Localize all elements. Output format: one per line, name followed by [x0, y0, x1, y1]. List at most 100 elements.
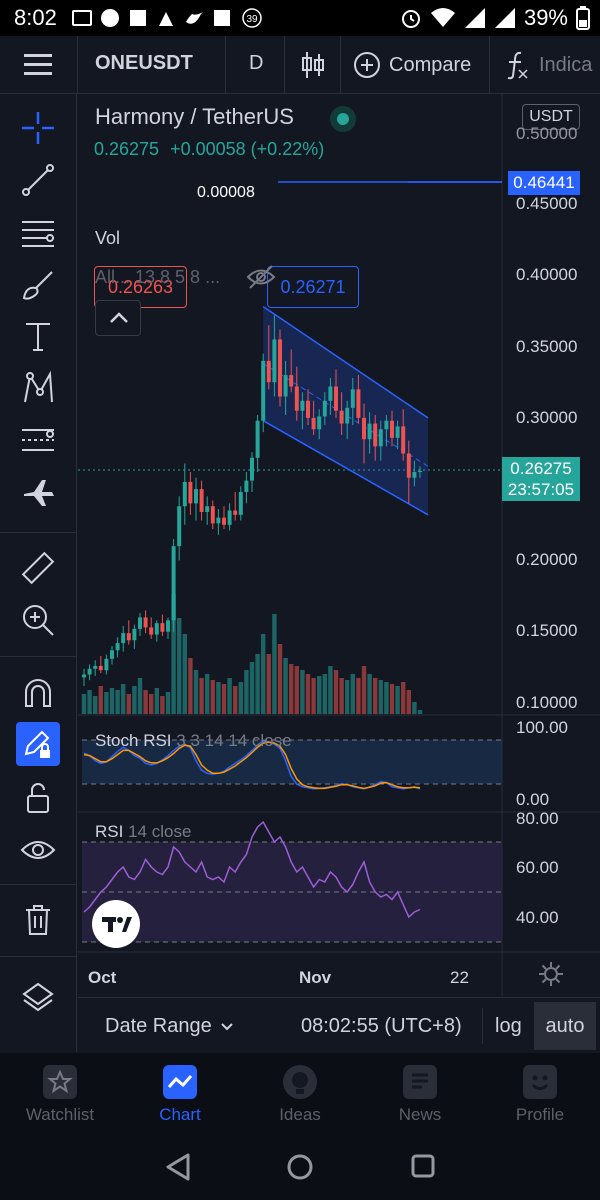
- volume-bar: [406, 690, 411, 714]
- current-price-value: 0.26275: [510, 459, 572, 478]
- nav-label: Ideas: [279, 1105, 321, 1124]
- candle-body: [205, 506, 210, 512]
- nav-chart[interactable]: Chart: [120, 1053, 240, 1135]
- nav-profile[interactable]: Profile: [480, 1053, 600, 1135]
- line-price-label: 0.46441: [508, 171, 580, 195]
- chevron-up-icon: [110, 312, 128, 323]
- candle-body: [121, 633, 126, 644]
- indicators-button[interactable]: Indica: [505, 50, 600, 80]
- fib-tool[interactable]: [12, 210, 64, 254]
- pattern-tool[interactable]: [12, 366, 64, 410]
- trend-line-tool[interactable]: [12, 158, 64, 202]
- price-tick: 0.15000: [516, 621, 578, 640]
- candle-body: [222, 517, 226, 525]
- prediction-tool[interactable]: [12, 418, 64, 462]
- home-icon[interactable]: [286, 1153, 314, 1181]
- notification-count: 39: [246, 14, 258, 25]
- news-icon: [403, 1065, 437, 1099]
- currency-label[interactable]: USDT: [522, 104, 580, 130]
- nav-news[interactable]: News: [360, 1053, 480, 1135]
- rsi-label: RSI: [95, 822, 124, 841]
- lock-tool[interactable]: [12, 776, 64, 820]
- tradingview-logo[interactable]: [92, 900, 140, 948]
- top-toolbar: ONEUSDT D Compare Indica: [0, 36, 600, 94]
- icons-tool[interactable]: [12, 470, 64, 514]
- volume-bar: [255, 654, 260, 714]
- volume-bar: [412, 702, 417, 714]
- volume-bar: [137, 678, 143, 714]
- star-icon: [43, 1065, 77, 1099]
- stoch-d-line: [83, 741, 421, 790]
- chart-area[interactable]: Harmony / TetherUS 0.26275 +0.00058 (+0.…: [78, 94, 600, 996]
- volume-label: Vol: [95, 228, 121, 248]
- volume-bar: [115, 690, 120, 714]
- log-scale-button[interactable]: log: [495, 1015, 522, 1037]
- chart-settings-icon[interactable]: [537, 960, 565, 988]
- candle-type-icon[interactable]: [300, 50, 326, 80]
- candle-body: [311, 417, 316, 430]
- candle-body: [143, 617, 148, 628]
- auto-scale-button[interactable]: auto: [534, 1002, 596, 1050]
- volume-bar: [98, 686, 103, 714]
- candle-body: [87, 668, 92, 675]
- nav-label: Profile: [515, 1105, 565, 1124]
- brush-tool[interactable]: [12, 262, 64, 306]
- candle-body: [356, 389, 361, 418]
- stoch-rsi-label: Stoch RSI: [95, 731, 172, 750]
- candle-body: [395, 426, 400, 438]
- date-range-button[interactable]: Date Range: [105, 1015, 234, 1038]
- candle-body: [210, 506, 215, 524]
- menu-icon[interactable]: [24, 52, 52, 78]
- rsi-legend[interactable]: RSI 14 close: [95, 822, 191, 842]
- remove-drawings-tool[interactable]: [12, 898, 64, 942]
- volume-bar: [233, 686, 238, 714]
- volume-bar: [154, 688, 159, 714]
- crosshair-tool[interactable]: [12, 106, 64, 150]
- nav-watchlist[interactable]: Watchlist: [0, 1053, 120, 1135]
- measure-tool[interactable]: [12, 546, 64, 590]
- bottom-bar: Date Range 08:02:55 (UTC+8) log auto: [78, 997, 600, 1053]
- current-price-label: 0.26275 23:57:05: [502, 457, 580, 501]
- stay-drawing-tool[interactable]: [16, 722, 60, 766]
- visibility-tool[interactable]: [12, 828, 64, 872]
- candle-body: [182, 482, 187, 507]
- indicators-collapsed[interactable]: All... 13 8 5 8 ...: [95, 267, 221, 287]
- buy-price-box[interactable]: 0.26271: [267, 266, 359, 308]
- legend-symbol[interactable]: Harmony / TetherUS: [95, 104, 294, 129]
- symbol-button[interactable]: ONEUSDT: [95, 52, 193, 74]
- channel-upper-line: [262, 306, 429, 419]
- lightbulb-icon: [283, 1065, 317, 1099]
- interval-button[interactable]: D: [249, 52, 264, 74]
- volume-bar: [401, 682, 406, 714]
- nav-ideas[interactable]: Ideas: [240, 1053, 360, 1135]
- compare-button[interactable]: Compare: [353, 50, 471, 80]
- clock-button[interactable]: 08:02:55 (UTC+8): [301, 1015, 462, 1037]
- price-tick: 0.10000: [516, 693, 578, 712]
- nav-label: News: [398, 1105, 442, 1124]
- collapse-legend-button[interactable]: [95, 300, 141, 336]
- status-right: 39%: [400, 5, 590, 31]
- object-tree-tool[interactable]: [12, 976, 64, 1020]
- text-tool[interactable]: [12, 314, 64, 358]
- volume-bar: [289, 664, 294, 714]
- stoch-rsi-legend[interactable]: Stoch RSI 3 3 14 14 close: [95, 731, 292, 751]
- magnet-tool[interactable]: [12, 672, 64, 716]
- hide-eye-icon[interactable]: [246, 264, 276, 290]
- volume-bar: [132, 686, 137, 714]
- price-tick: 0.40000: [516, 265, 578, 284]
- candle-body: [289, 375, 294, 387]
- recents-icon[interactable]: [410, 1153, 436, 1179]
- candle-body: [401, 426, 406, 454]
- status-time: 8:02: [14, 5, 57, 30]
- nav-label: Chart: [159, 1105, 201, 1124]
- volume-bar: [171, 594, 176, 714]
- chart-canvas[interactable]: [78, 94, 600, 996]
- volume-bar: [199, 678, 204, 714]
- legend-status-dot: [330, 106, 356, 132]
- volume-bar: [126, 694, 131, 714]
- back-icon[interactable]: [164, 1152, 192, 1182]
- messenger-icon: [100, 8, 120, 28]
- candle-body: [110, 650, 114, 659]
- zoom-tool[interactable]: [12, 598, 64, 642]
- status-bar: 8:02 39 39%: [0, 0, 600, 36]
